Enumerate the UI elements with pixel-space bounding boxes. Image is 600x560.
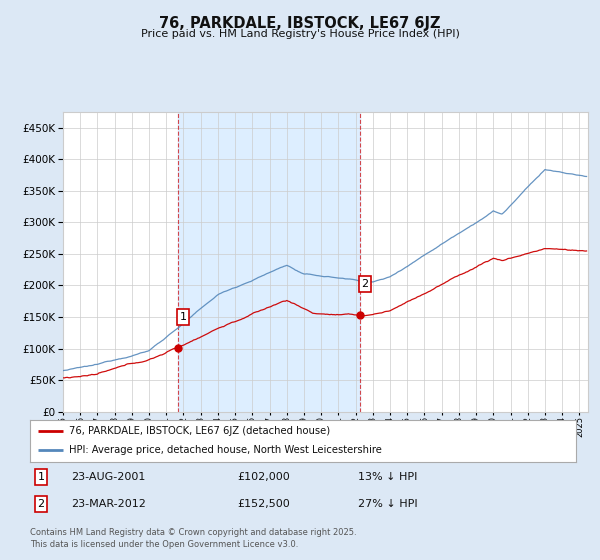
Text: £102,000: £102,000 bbox=[238, 472, 290, 482]
Text: 27% ↓ HPI: 27% ↓ HPI bbox=[358, 499, 417, 509]
Text: 2: 2 bbox=[37, 499, 44, 509]
Text: 2: 2 bbox=[362, 279, 368, 289]
Text: HPI: Average price, detached house, North West Leicestershire: HPI: Average price, detached house, Nort… bbox=[70, 445, 382, 455]
Text: Price paid vs. HM Land Registry's House Price Index (HPI): Price paid vs. HM Land Registry's House … bbox=[140, 29, 460, 39]
Text: 1: 1 bbox=[179, 312, 187, 322]
Text: £152,500: £152,500 bbox=[238, 499, 290, 509]
Text: 76, PARKDALE, IBSTOCK, LE67 6JZ: 76, PARKDALE, IBSTOCK, LE67 6JZ bbox=[159, 16, 441, 31]
Text: 76, PARKDALE, IBSTOCK, LE67 6JZ (detached house): 76, PARKDALE, IBSTOCK, LE67 6JZ (detache… bbox=[70, 426, 331, 436]
Text: Contains HM Land Registry data © Crown copyright and database right 2025.
This d: Contains HM Land Registry data © Crown c… bbox=[30, 528, 356, 549]
Text: 23-AUG-2001: 23-AUG-2001 bbox=[71, 472, 145, 482]
Text: 13% ↓ HPI: 13% ↓ HPI bbox=[358, 472, 417, 482]
Text: 23-MAR-2012: 23-MAR-2012 bbox=[71, 499, 146, 509]
Text: 1: 1 bbox=[37, 472, 44, 482]
Bar bbox=[178, 112, 360, 412]
